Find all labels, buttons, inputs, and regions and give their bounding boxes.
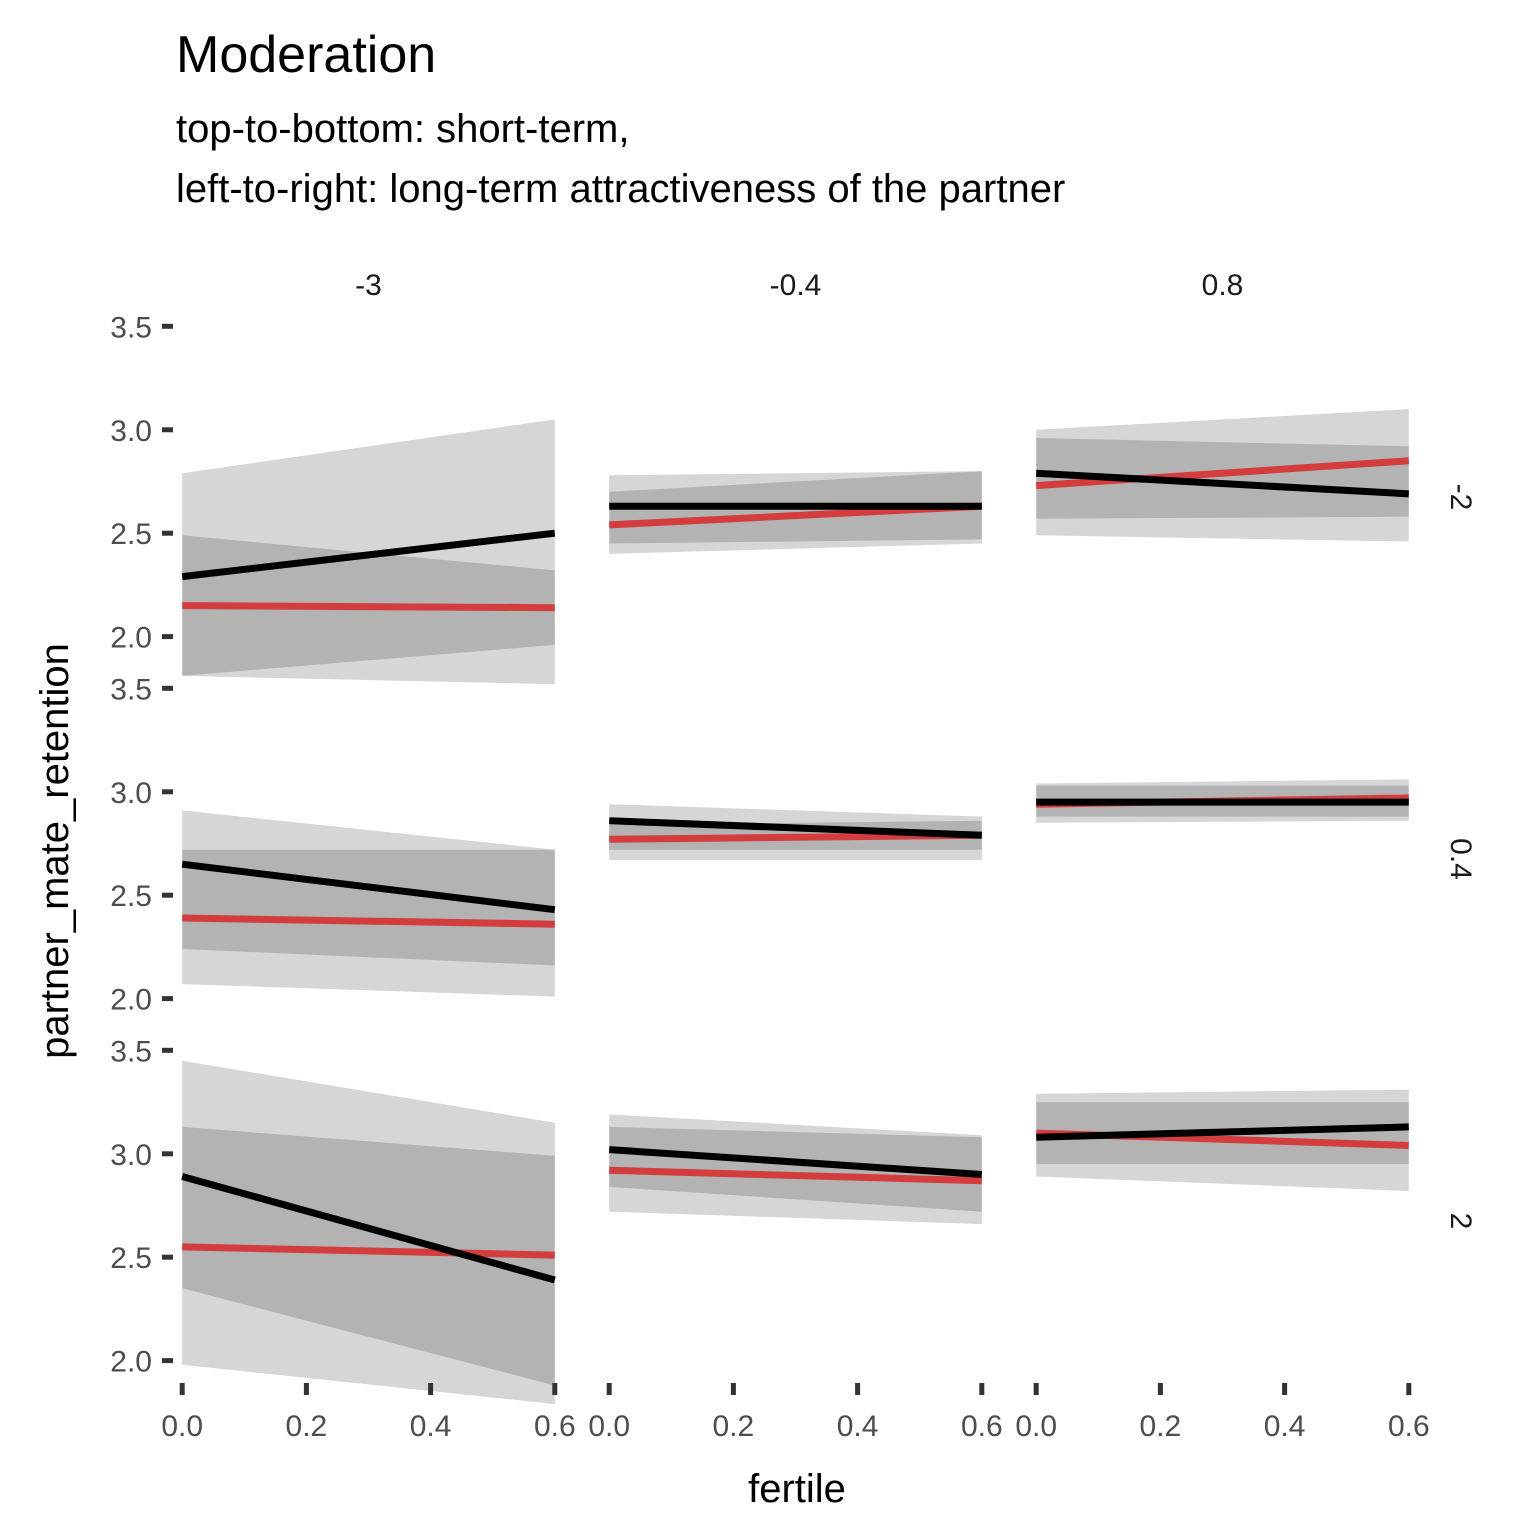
confidence-band-black: [609, 1114, 982, 1225]
y-tick-label: 2.0: [110, 1346, 152, 1379]
panel-r2-c2: [1036, 1089, 1409, 1191]
confidence-band-red: [182, 1126, 555, 1386]
row-strip-label: 2: [1444, 1213, 1477, 1230]
y-axis-title: partner_mate_retention: [33, 643, 77, 1059]
column-strip-label: 0.8: [1202, 269, 1244, 302]
panel-r0-c2: [1035, 409, 1410, 542]
panel-r2-c1: [608, 1114, 983, 1225]
column-strip-label: -3: [355, 269, 382, 302]
x-tick-label: 0.2: [1140, 1410, 1182, 1443]
x-tick-label: 0.2: [286, 1410, 328, 1443]
panel-r0-c0: [181, 419, 556, 685]
y-tick-label: 3.5: [110, 311, 152, 344]
x-tick-label: 0.0: [588, 1410, 630, 1443]
series-line-black: [1036, 1123, 1409, 1141]
series-line-red: [182, 1243, 555, 1259]
y-tick-label: 3.5: [110, 673, 152, 706]
series-line-red: [609, 1166, 982, 1185]
x-tick-label: 0.4: [1264, 1410, 1306, 1443]
x-tick-label: 0.6: [534, 1410, 576, 1443]
x-tick-label: 0.6: [961, 1410, 1003, 1443]
confidence-band-black: [182, 1060, 555, 1405]
series-line-black: [181, 529, 556, 581]
y-tick-label: 2.5: [110, 518, 152, 551]
panel-r1-c1: [609, 804, 982, 860]
row-strip-label: 0.4: [1444, 838, 1477, 880]
confidence-band-red: [182, 849, 555, 966]
panel-r1-c2: [1036, 779, 1409, 823]
y-tick-label: 3.5: [110, 1035, 152, 1068]
series-line-red: [182, 914, 555, 928]
column-strip-label: -0.4: [770, 269, 822, 302]
series-line-black: [181, 860, 556, 914]
facet-grid: [181, 409, 1410, 1405]
series-line-black: [1036, 469, 1409, 498]
chart-title: Moderation: [176, 26, 436, 84]
x-axis-title: fertile: [748, 1467, 846, 1511]
x-tick-label: 0.0: [1015, 1410, 1057, 1443]
y-tick-label: 2.0: [110, 622, 152, 655]
series-line-black: [181, 1173, 556, 1284]
chart-subtitle-line-2: left-to-right: long-term attractiveness …: [176, 167, 1065, 211]
x-tick-label: 0.2: [713, 1410, 755, 1443]
x-tick-label: 0.4: [410, 1410, 452, 1443]
y-tick-label: 3.0: [110, 777, 152, 810]
series-line-black: [608, 1146, 983, 1178]
panel-r1-c0: [181, 810, 556, 997]
x-tick-label: 0.4: [837, 1410, 879, 1443]
confidence-band-red: [609, 1126, 982, 1212]
axes: -3 -0.4 0.8 -2 0.4 2 2.0 2.5 3.0 3.5 2.0 2.5 3.0 3.5 2…: [110, 269, 1477, 1443]
row-strip-label: -2: [1444, 484, 1477, 511]
confidence-band-black: [609, 804, 982, 860]
confidence-band-red: [1036, 438, 1409, 519]
confidence-band-black: [182, 810, 555, 997]
y-tick-label: 3.0: [110, 1139, 152, 1172]
x-tick-label: 0.6: [1388, 1410, 1430, 1443]
y-tick-label: 2.5: [110, 880, 152, 913]
panel-r0-c1: [609, 471, 982, 554]
y-tick-label: 2.5: [110, 1242, 152, 1275]
y-tick-label: 3.0: [110, 415, 152, 448]
series-line-black: [609, 817, 982, 839]
y-tick-label: 2.0: [110, 984, 152, 1017]
series-line-red: [182, 602, 555, 612]
chart-subtitle-line-1: top-to-bottom: short-term,: [176, 107, 629, 151]
series-line-red: [1035, 457, 1410, 490]
x-tick-label: 0.0: [161, 1410, 203, 1443]
panel-r2-c0: [181, 1060, 556, 1405]
